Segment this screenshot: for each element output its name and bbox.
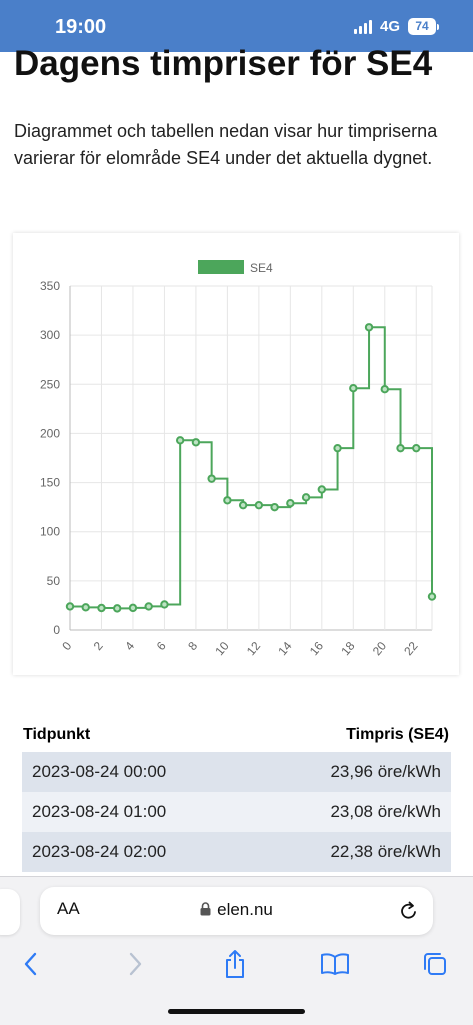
aa-label: AA xyxy=(57,899,80,918)
data-point xyxy=(301,493,311,502)
navigation-row xyxy=(0,939,473,989)
data-point xyxy=(65,602,75,611)
data-point xyxy=(427,592,437,601)
header-time: Tidpunkt xyxy=(23,726,91,743)
data-point xyxy=(238,500,248,510)
tabs-icon xyxy=(424,953,446,975)
data-point xyxy=(175,436,185,445)
data-point xyxy=(144,602,153,611)
row-price: 23,08 öre/kWh xyxy=(330,802,441,821)
x-tick-label: 22 xyxy=(401,639,421,658)
data-point xyxy=(254,500,264,510)
legend-label: SE4 xyxy=(250,261,273,275)
y-tick-label: 150 xyxy=(40,476,60,490)
x-tick-label: 12 xyxy=(244,639,264,658)
data-point xyxy=(286,499,295,508)
data-point xyxy=(317,485,327,494)
browser-toolbar: AA elen.nu xyxy=(0,876,473,1025)
data-point xyxy=(333,443,342,453)
data-point xyxy=(349,384,358,393)
y-tick-label: 350 xyxy=(40,279,60,293)
row-time: 2023-08-24 02:00 xyxy=(32,842,167,861)
table-row: 2023-08-24 01:00 23,08 öre/kWh xyxy=(22,792,451,832)
previous-tab-card[interactable] xyxy=(0,889,20,935)
battery-level: 74 xyxy=(408,18,436,35)
x-tick-label: 0 xyxy=(59,639,74,653)
status-time: 19:00 xyxy=(55,16,107,38)
y-tick-label: 50 xyxy=(47,574,61,588)
signal-icon xyxy=(353,19,372,34)
row-time: 2023-08-24 01:00 xyxy=(32,802,167,821)
y-tick-label: 0 xyxy=(53,623,60,637)
reload-icon[interactable] xyxy=(399,900,419,922)
data-point xyxy=(191,438,201,447)
row-time: 2023-08-24 00:00 xyxy=(32,762,167,781)
x-tick-label: 4 xyxy=(122,639,137,653)
tabs-button[interactable] xyxy=(420,949,450,979)
y-tick-label: 300 xyxy=(40,328,60,342)
data-point xyxy=(223,496,232,505)
data-point xyxy=(207,474,216,483)
y-tick-label: 100 xyxy=(40,525,60,539)
bookmarks-icon xyxy=(321,953,349,975)
reader-options-button[interactable]: AA xyxy=(57,899,80,919)
table-header: Tidpunkt Timpris (SE4) xyxy=(22,718,451,752)
battery-icon: 74 xyxy=(408,18,439,35)
back-button[interactable] xyxy=(16,949,46,979)
row-price: 23,96 öre/kWh xyxy=(330,762,441,781)
x-tick-label: 6 xyxy=(154,639,169,653)
page-title: Dagens timpriser för SE4 xyxy=(14,44,433,83)
header-price: Timpris (SE4) xyxy=(346,726,449,743)
legend-swatch xyxy=(198,260,244,274)
share-icon xyxy=(226,950,244,978)
data-point xyxy=(81,603,90,612)
data-point xyxy=(364,323,374,332)
home-indicator xyxy=(168,1009,305,1014)
x-tick-label: 18 xyxy=(338,639,358,658)
y-tick-label: 250 xyxy=(40,377,60,391)
share-button[interactable] xyxy=(220,949,250,979)
status-bar: 19:00 4G 74 xyxy=(0,0,473,52)
table-row: 2023-08-24 00:00 23,96 öre/kWh xyxy=(22,752,451,792)
back-icon xyxy=(24,952,37,976)
url-display[interactable]: elen.nu xyxy=(40,900,433,920)
address-bar[interactable]: AA elen.nu xyxy=(40,887,433,935)
row-price: 22,38 öre/kWh xyxy=(330,842,441,861)
x-tick-label: 10 xyxy=(212,639,232,658)
price-table: Tidpunkt Timpris (SE4) 2023-08-24 00:00 … xyxy=(22,718,451,872)
table-row: 2023-08-24 02:00 22,38 öre/kWh xyxy=(22,832,451,872)
x-tick-label: 2 xyxy=(91,639,106,653)
x-tick-label: 8 xyxy=(185,639,200,653)
lock-icon xyxy=(200,902,211,916)
bookmarks-button[interactable] xyxy=(320,949,350,979)
forward-button[interactable] xyxy=(120,949,150,979)
data-point xyxy=(128,603,138,613)
data-point xyxy=(380,385,389,394)
url-text: elen.nu xyxy=(217,900,273,919)
network-label: 4G xyxy=(379,18,400,35)
data-point xyxy=(396,443,405,453)
series-line-se4 xyxy=(70,326,433,610)
data-point xyxy=(270,502,279,512)
data-point xyxy=(97,603,106,613)
data-point xyxy=(113,604,122,613)
data-point xyxy=(412,443,421,453)
x-tick-label: 16 xyxy=(307,639,327,658)
x-tick-label: 14 xyxy=(275,639,295,658)
status-icons: 4G 74 xyxy=(353,18,439,35)
x-tick-label: 20 xyxy=(370,639,390,658)
intro-text: Diagrammet och tabellen nedan visar hur … xyxy=(14,121,438,168)
y-tick-label: 200 xyxy=(40,426,60,440)
price-chart-card: SE4 0 50 100 150 200 250 300 350 0 2 4 6 8 10 12 14 16 18 2… xyxy=(13,233,459,675)
price-chart: SE4 0 50 100 150 200 250 300 350 0 2 4 6 8 10 12 14 16 18 2… xyxy=(40,260,437,658)
data-point xyxy=(160,600,169,609)
forward-icon xyxy=(129,952,142,976)
